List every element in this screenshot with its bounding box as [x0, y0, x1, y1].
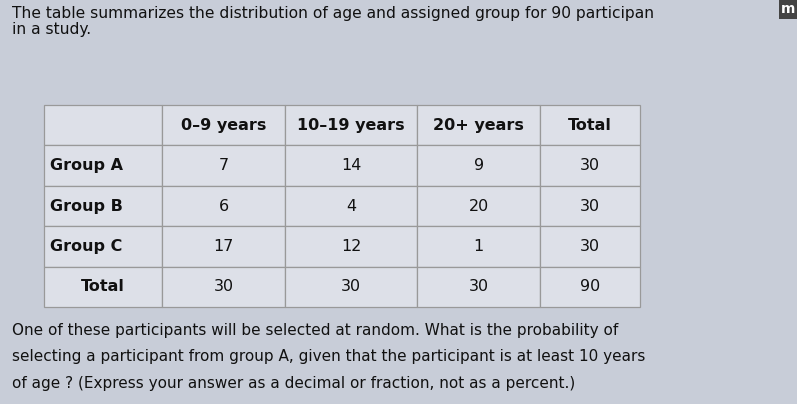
Text: of age ? (Express your answer as a decimal or fraction, not as a percent.): of age ? (Express your answer as a decim…	[12, 376, 575, 391]
Text: Group C: Group C	[50, 239, 123, 254]
Text: 12: 12	[341, 239, 361, 254]
Text: 20+ years: 20+ years	[433, 118, 524, 133]
Bar	[162, 105, 285, 145]
Text: 30: 30	[341, 279, 361, 295]
Bar	[44, 267, 162, 307]
Bar	[417, 186, 540, 226]
Text: 0–9 years: 0–9 years	[181, 118, 266, 133]
Text: 30: 30	[580, 239, 600, 254]
Text: 30: 30	[580, 158, 600, 173]
Bar	[540, 186, 640, 226]
Bar	[540, 145, 640, 186]
Text: Total: Total	[80, 279, 125, 295]
Text: 6: 6	[218, 198, 229, 214]
Text: 90: 90	[580, 279, 600, 295]
Text: 17: 17	[214, 239, 234, 254]
Bar	[540, 226, 640, 267]
Bar	[285, 267, 417, 307]
Bar	[44, 226, 162, 267]
Text: m: m	[781, 2, 795, 16]
Bar	[417, 145, 540, 186]
Text: 1: 1	[473, 239, 484, 254]
Bar	[44, 186, 162, 226]
Text: 4: 4	[346, 198, 356, 214]
Text: selecting a participant from group A, given that the participant is at least 10 : selecting a participant from group A, gi…	[12, 349, 646, 364]
Bar	[285, 105, 417, 145]
Bar	[285, 226, 417, 267]
Text: in a study.: in a study.	[12, 22, 91, 37]
Bar	[417, 267, 540, 307]
Text: Group A: Group A	[50, 158, 124, 173]
Text: 30: 30	[214, 279, 234, 295]
Text: The table summarizes the distribution of age and assigned group for 90 participa: The table summarizes the distribution of…	[12, 6, 654, 21]
Bar	[285, 186, 417, 226]
Bar	[44, 145, 162, 186]
Text: 20: 20	[469, 198, 489, 214]
Text: 10–19 years: 10–19 years	[297, 118, 405, 133]
Bar	[417, 105, 540, 145]
Bar	[417, 226, 540, 267]
Text: 30: 30	[580, 198, 600, 214]
Bar	[540, 267, 640, 307]
Bar	[540, 105, 640, 145]
Text: One of these participants will be selected at random. What is the probability of: One of these participants will be select…	[12, 323, 618, 338]
Text: 9: 9	[473, 158, 484, 173]
Text: Total: Total	[568, 118, 612, 133]
Bar	[285, 145, 417, 186]
Text: 14: 14	[341, 158, 361, 173]
Text: 30: 30	[469, 279, 489, 295]
Bar	[44, 105, 162, 145]
Bar	[162, 267, 285, 307]
Text: 7: 7	[218, 158, 229, 173]
Text: Group B: Group B	[50, 198, 123, 214]
Bar	[162, 226, 285, 267]
Bar	[162, 145, 285, 186]
Bar	[162, 186, 285, 226]
